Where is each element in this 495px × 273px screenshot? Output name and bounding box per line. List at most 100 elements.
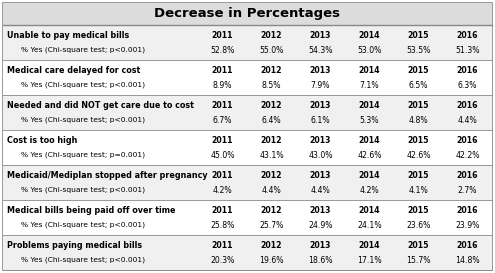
Text: 42.6%: 42.6% (406, 151, 431, 160)
Text: Medical bills being paid off over time: Medical bills being paid off over time (7, 206, 176, 215)
Text: % Yes (Chi-square test; p<0.001): % Yes (Chi-square test; p<0.001) (21, 222, 145, 229)
Text: 18.6%: 18.6% (308, 256, 333, 265)
Text: 23.9%: 23.9% (455, 221, 480, 230)
Text: 42.6%: 42.6% (357, 151, 382, 160)
Text: 52.8%: 52.8% (210, 46, 235, 55)
Text: 2012: 2012 (261, 136, 282, 145)
Text: % Yes (Chi-square test; p<0.001): % Yes (Chi-square test; p<0.001) (21, 257, 145, 263)
Text: 4.4%: 4.4% (457, 116, 477, 125)
Text: % Yes (Chi-square test; p=0.001): % Yes (Chi-square test; p=0.001) (21, 152, 145, 158)
Text: 6.1%: 6.1% (311, 116, 330, 125)
Text: % Yes (Chi-square test; p<0.001): % Yes (Chi-square test; p<0.001) (21, 117, 145, 123)
Text: 6.4%: 6.4% (262, 116, 281, 125)
Text: 42.2%: 42.2% (455, 151, 480, 160)
Text: % Yes (Chi-square test; p<0.001): % Yes (Chi-square test; p<0.001) (21, 47, 145, 54)
Text: Medicaid/Mediplan stopped after pregnancy: Medicaid/Mediplan stopped after pregnanc… (7, 171, 207, 180)
Text: 4.8%: 4.8% (409, 116, 428, 125)
Text: 2015: 2015 (408, 66, 429, 75)
Text: 6.7%: 6.7% (213, 116, 232, 125)
Text: 2016: 2016 (457, 241, 478, 250)
Text: 2015: 2015 (408, 101, 429, 110)
Text: 51.3%: 51.3% (455, 46, 480, 55)
Text: 2016: 2016 (457, 31, 478, 40)
Text: 25.7%: 25.7% (259, 221, 284, 230)
Text: 2012: 2012 (261, 66, 282, 75)
Text: 2013: 2013 (310, 66, 331, 75)
Text: 2016: 2016 (457, 136, 478, 145)
Text: 2013: 2013 (310, 31, 331, 40)
Text: Unable to pay medical bills: Unable to pay medical bills (7, 31, 129, 40)
Text: % Yes (Chi-square test; p<0.001): % Yes (Chi-square test; p<0.001) (21, 82, 145, 88)
Text: 2014: 2014 (359, 31, 380, 40)
Text: 2011: 2011 (212, 31, 233, 40)
Text: 15.7%: 15.7% (406, 256, 431, 265)
Text: Cost is too high: Cost is too high (7, 136, 77, 145)
Text: 19.6%: 19.6% (259, 256, 284, 265)
Text: 53.5%: 53.5% (406, 46, 431, 55)
Text: 14.8%: 14.8% (455, 256, 480, 265)
Text: 2014: 2014 (359, 171, 380, 180)
Text: 2011: 2011 (212, 66, 233, 75)
Text: 8.5%: 8.5% (262, 81, 281, 90)
Text: 2015: 2015 (408, 206, 429, 215)
Bar (3, 25, 492, 60)
Text: 2012: 2012 (261, 241, 282, 250)
Text: 2016: 2016 (457, 101, 478, 110)
Text: 2011: 2011 (212, 136, 233, 145)
Text: 54.3%: 54.3% (308, 46, 333, 55)
Bar (3, 60, 492, 95)
Text: 2015: 2015 (408, 241, 429, 250)
Text: 4.4%: 4.4% (262, 186, 281, 195)
Text: 23.6%: 23.6% (406, 221, 431, 230)
Text: 43.1%: 43.1% (259, 151, 284, 160)
Text: 43.0%: 43.0% (308, 151, 333, 160)
Text: 2013: 2013 (310, 241, 331, 250)
Text: 2014: 2014 (359, 136, 380, 145)
Text: 25.8%: 25.8% (210, 221, 235, 230)
Text: 55.0%: 55.0% (259, 46, 284, 55)
Text: 8.9%: 8.9% (213, 81, 232, 90)
Text: 6.3%: 6.3% (458, 81, 477, 90)
Text: 2011: 2011 (212, 206, 233, 215)
Text: 2011: 2011 (212, 241, 233, 250)
Text: 6.5%: 6.5% (409, 81, 428, 90)
Bar (3, 95, 492, 130)
Bar (3, 3, 492, 25)
Text: 17.1%: 17.1% (357, 256, 382, 265)
Text: 2015: 2015 (408, 171, 429, 180)
Text: Needed and did NOT get care due to cost: Needed and did NOT get care due to cost (7, 101, 194, 110)
Text: 45.0%: 45.0% (210, 151, 235, 160)
Text: 2011: 2011 (212, 101, 233, 110)
Text: 53.0%: 53.0% (357, 46, 382, 55)
Text: 2016: 2016 (457, 66, 478, 75)
Text: 7.1%: 7.1% (360, 81, 379, 90)
Text: 4.1%: 4.1% (409, 186, 428, 195)
Text: 2014: 2014 (359, 241, 380, 250)
Text: 7.9%: 7.9% (311, 81, 330, 90)
Text: 2.7%: 2.7% (458, 186, 477, 195)
Text: 2016: 2016 (457, 206, 478, 215)
Text: 2014: 2014 (359, 101, 380, 110)
Text: Medical care delayed for cost: Medical care delayed for cost (7, 66, 140, 75)
Text: 24.9%: 24.9% (308, 221, 333, 230)
Text: Problems paying medical bills: Problems paying medical bills (7, 241, 142, 250)
Text: 2012: 2012 (261, 101, 282, 110)
Text: 2012: 2012 (261, 31, 282, 40)
Text: 4.2%: 4.2% (360, 186, 379, 195)
Text: 4.2%: 4.2% (213, 186, 232, 195)
Text: Decrease in Percentages: Decrease in Percentages (154, 7, 341, 20)
Text: % Yes (Chi-square test; p<0.001): % Yes (Chi-square test; p<0.001) (21, 187, 145, 194)
Text: 2012: 2012 (261, 206, 282, 215)
Text: 2012: 2012 (261, 171, 282, 180)
Text: 2015: 2015 (408, 31, 429, 40)
Text: 2013: 2013 (310, 206, 331, 215)
Text: 24.1%: 24.1% (357, 221, 382, 230)
Text: 5.3%: 5.3% (360, 116, 379, 125)
Bar (3, 200, 492, 235)
Text: 2011: 2011 (212, 171, 233, 180)
Bar (3, 165, 492, 200)
Text: 2013: 2013 (310, 171, 331, 180)
Text: 20.3%: 20.3% (210, 256, 235, 265)
Text: 2014: 2014 (359, 206, 380, 215)
Text: 2016: 2016 (457, 171, 478, 180)
